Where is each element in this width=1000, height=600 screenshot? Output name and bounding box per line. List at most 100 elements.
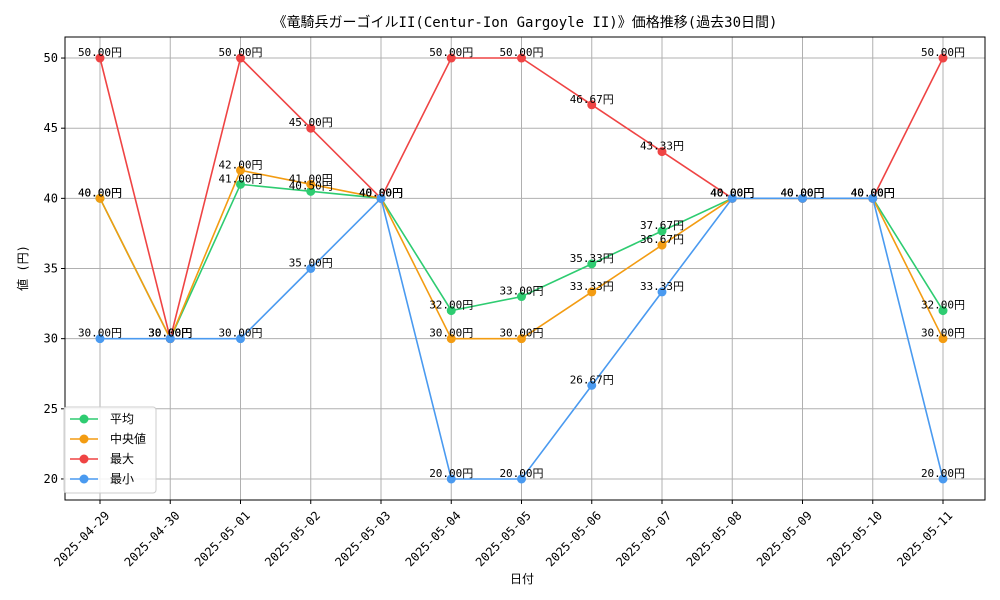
data-label: 40.00円 [851,186,895,199]
series-3 [95,193,948,484]
data-point [95,53,105,63]
x-tick-label: 2025-05-09 [754,508,815,569]
data-point [306,123,316,133]
data-point [236,165,245,175]
data-point [236,179,245,189]
data-point [236,334,245,344]
x-tick-label: 2025-05-02 [262,508,323,569]
data-label: 36.67円 [640,233,684,246]
data-point [95,334,105,344]
data-point [306,179,316,189]
data-label: 20.00円 [429,467,473,480]
x-axis-label: 日付 [510,572,534,586]
data-label: 40.00円 [851,186,895,199]
data-label: 50.00円 [429,46,473,59]
data-label: 30.00円 [78,327,122,340]
grid [65,37,985,500]
data-label: 26.67円 [570,373,614,386]
data-label: 40.00円 [78,186,122,199]
data-label: 43.33円 [640,140,684,153]
data-label: 40.00円 [851,186,895,199]
data-label: 30.00円 [148,327,192,340]
x-tick-label: 2025-05-05 [473,508,534,569]
data-point [236,53,245,63]
data-labels: 40.00円30.00円41.00円40.50円40.00円32.00円33.0… [78,46,965,480]
data-label: 40.00円 [359,186,403,199]
x-tick-label: 2025-04-30 [122,508,183,569]
data-label: 45.00円 [289,116,333,129]
data-label: 50.00円 [921,46,965,59]
data-point [587,259,597,269]
data-point [165,334,175,344]
x-axis: 2025-04-29 2025-04-30 2025-05-01 2025-05-02… [51,500,955,569]
y-axis: 20 25 30 35 40 45 50 [44,51,65,486]
data-point [517,53,526,63]
data-point [446,334,456,344]
y-tick-label: 20 [44,472,58,486]
data-label: 40.00円 [780,186,824,199]
data-label: 35.00円 [289,257,333,270]
data-label: 50.00円 [218,46,262,59]
chart-title: 《竜騎兵ガーゴイルII(Centur-Ion Gargoyle II)》価格推移… [273,14,778,31]
legend-marker [79,474,89,484]
data-point [517,334,526,344]
data-point [657,147,667,157]
data-label: 20.00円 [499,467,543,480]
data-label: 30.00円 [148,327,192,340]
data-label: 40.00円 [710,186,754,199]
data-label: 30.00円 [148,327,192,340]
data-label: 40.00円 [780,186,824,199]
data-label: 30.00円 [218,327,262,340]
data-point [657,226,667,236]
data-label: 32.00円 [429,299,473,312]
y-tick-label: 25 [44,402,58,416]
data-label: 40.00円 [710,186,754,199]
data-point [938,474,948,484]
data-label: 33.00円 [499,285,543,298]
legend-frame [63,406,157,494]
x-tick-label: 2025-05-08 [684,508,745,569]
data-label: 46.67円 [570,93,614,106]
data-point [938,306,948,316]
legend-marker [79,434,89,444]
data-point [306,186,316,196]
x-tick-label: 2025-05-07 [613,508,674,569]
data-label: 32.00円 [921,299,965,312]
data-label: 30.00円 [499,327,543,340]
data-label: 40.00円 [710,186,754,199]
data-label: 35.33円 [570,252,614,265]
x-tick-label: 2025-04-29 [51,508,112,569]
data-point [938,53,948,63]
data-point [517,474,526,484]
data-label: 40.00円 [851,186,895,199]
data-label: 40.00円 [359,186,403,199]
data-label: 41.00円 [289,172,333,185]
x-tick-label: 2025-05-04 [403,508,464,569]
data-point [446,53,456,63]
legend-label: 最大 [110,452,134,466]
data-point [587,287,597,297]
legend-label: 最小 [110,472,134,486]
data-label: 40.00円 [359,186,403,199]
legend-label: 中央値 [110,431,146,446]
data-label: 30.00円 [148,327,192,340]
data-label: 41.00円 [218,172,262,185]
series-layer [95,53,948,484]
data-label: 30.00円 [921,327,965,340]
data-label: 20.00円 [921,467,965,480]
y-tick-label: 45 [44,121,58,135]
data-label: 37.67円 [640,219,684,232]
x-tick-label: 2025-05-10 [824,508,885,569]
y-tick-label: 40 [44,191,58,205]
y-tick-label: 50 [44,51,58,65]
data-point [938,334,948,344]
data-label: 40.00円 [710,186,754,199]
legend-label: 平均 [110,412,134,426]
data-point [446,306,456,316]
data-point [657,240,667,250]
data-label: 40.50円 [289,179,333,192]
legend-item: 最小 [70,472,134,486]
data-label: 33.33円 [570,280,614,293]
legend-item: 中央値 [70,431,146,446]
